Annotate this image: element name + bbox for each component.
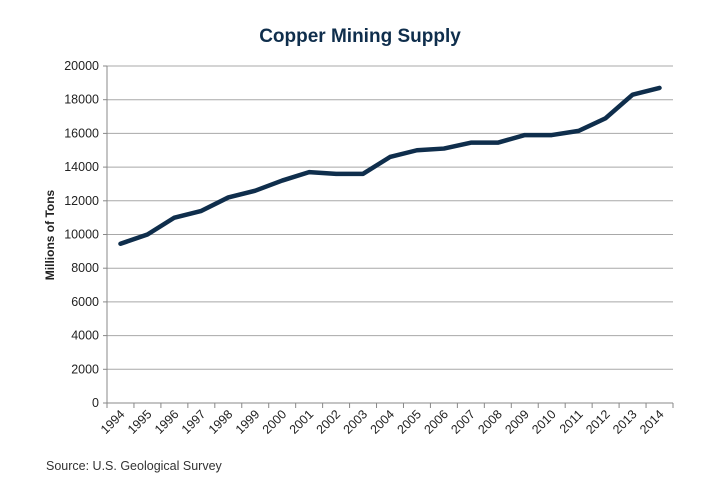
x-tick-label: 1994	[98, 407, 128, 437]
y-tick-label: 20000	[64, 59, 99, 73]
x-tick-label: 2002	[314, 407, 344, 437]
x-tick-label: 1999	[233, 407, 263, 437]
x-tick-label: 2007	[448, 407, 478, 437]
x-tick-label: 2009	[502, 407, 532, 437]
series-group	[118, 85, 662, 247]
x-tick-label: 2004	[368, 407, 398, 437]
x-tick-label: 2008	[475, 407, 505, 437]
y-tick-label: 10000	[64, 228, 99, 242]
y-tick-label: 14000	[64, 160, 99, 174]
x-tick-label: 1998	[206, 407, 236, 437]
y-tick-label: 4000	[71, 329, 99, 343]
y-tick-label: 6000	[71, 295, 99, 309]
y-tick-label: 2000	[71, 362, 99, 376]
y-axis-ticks: 0 2000 4000 6000 8000 10000 12000 14000 16000 180…	[64, 59, 107, 410]
x-tick-label: 1995	[125, 407, 155, 437]
y-tick-label: 8000	[71, 261, 99, 275]
y-tick-label: 16000	[64, 126, 99, 140]
x-tick-label: 2006	[421, 407, 451, 437]
x-tick-label: 2005	[395, 407, 425, 437]
x-tick-label: 2003	[341, 407, 371, 437]
axes	[106, 66, 673, 404]
x-tick-label: 2000	[260, 407, 290, 437]
x-tick-label: 2014	[637, 407, 667, 437]
x-tick-label: 2001	[287, 407, 317, 437]
x-tick-label: 1996	[152, 407, 182, 437]
x-tick-label: 2013	[610, 407, 640, 437]
y-axis-label: Millions of Tons	[43, 189, 57, 280]
source-note: Source: U.S. Geological Survey	[46, 459, 223, 473]
gridlines	[107, 65, 673, 370]
y-tick-label: 0	[92, 396, 99, 410]
x-tick-label: 2011	[557, 407, 586, 436]
y-tick-label: 12000	[64, 194, 99, 208]
chart-title: Copper Mining Supply	[259, 26, 461, 47]
y-tick-label: 18000	[64, 93, 99, 107]
x-tick-label: 2010	[529, 407, 559, 437]
x-tick-label: 1997	[179, 407, 209, 437]
x-axis-ticks: 1994199519961997199819992000200120022003…	[98, 403, 674, 437]
x-tick-label: 2012	[583, 407, 613, 437]
series-line	[118, 85, 662, 247]
